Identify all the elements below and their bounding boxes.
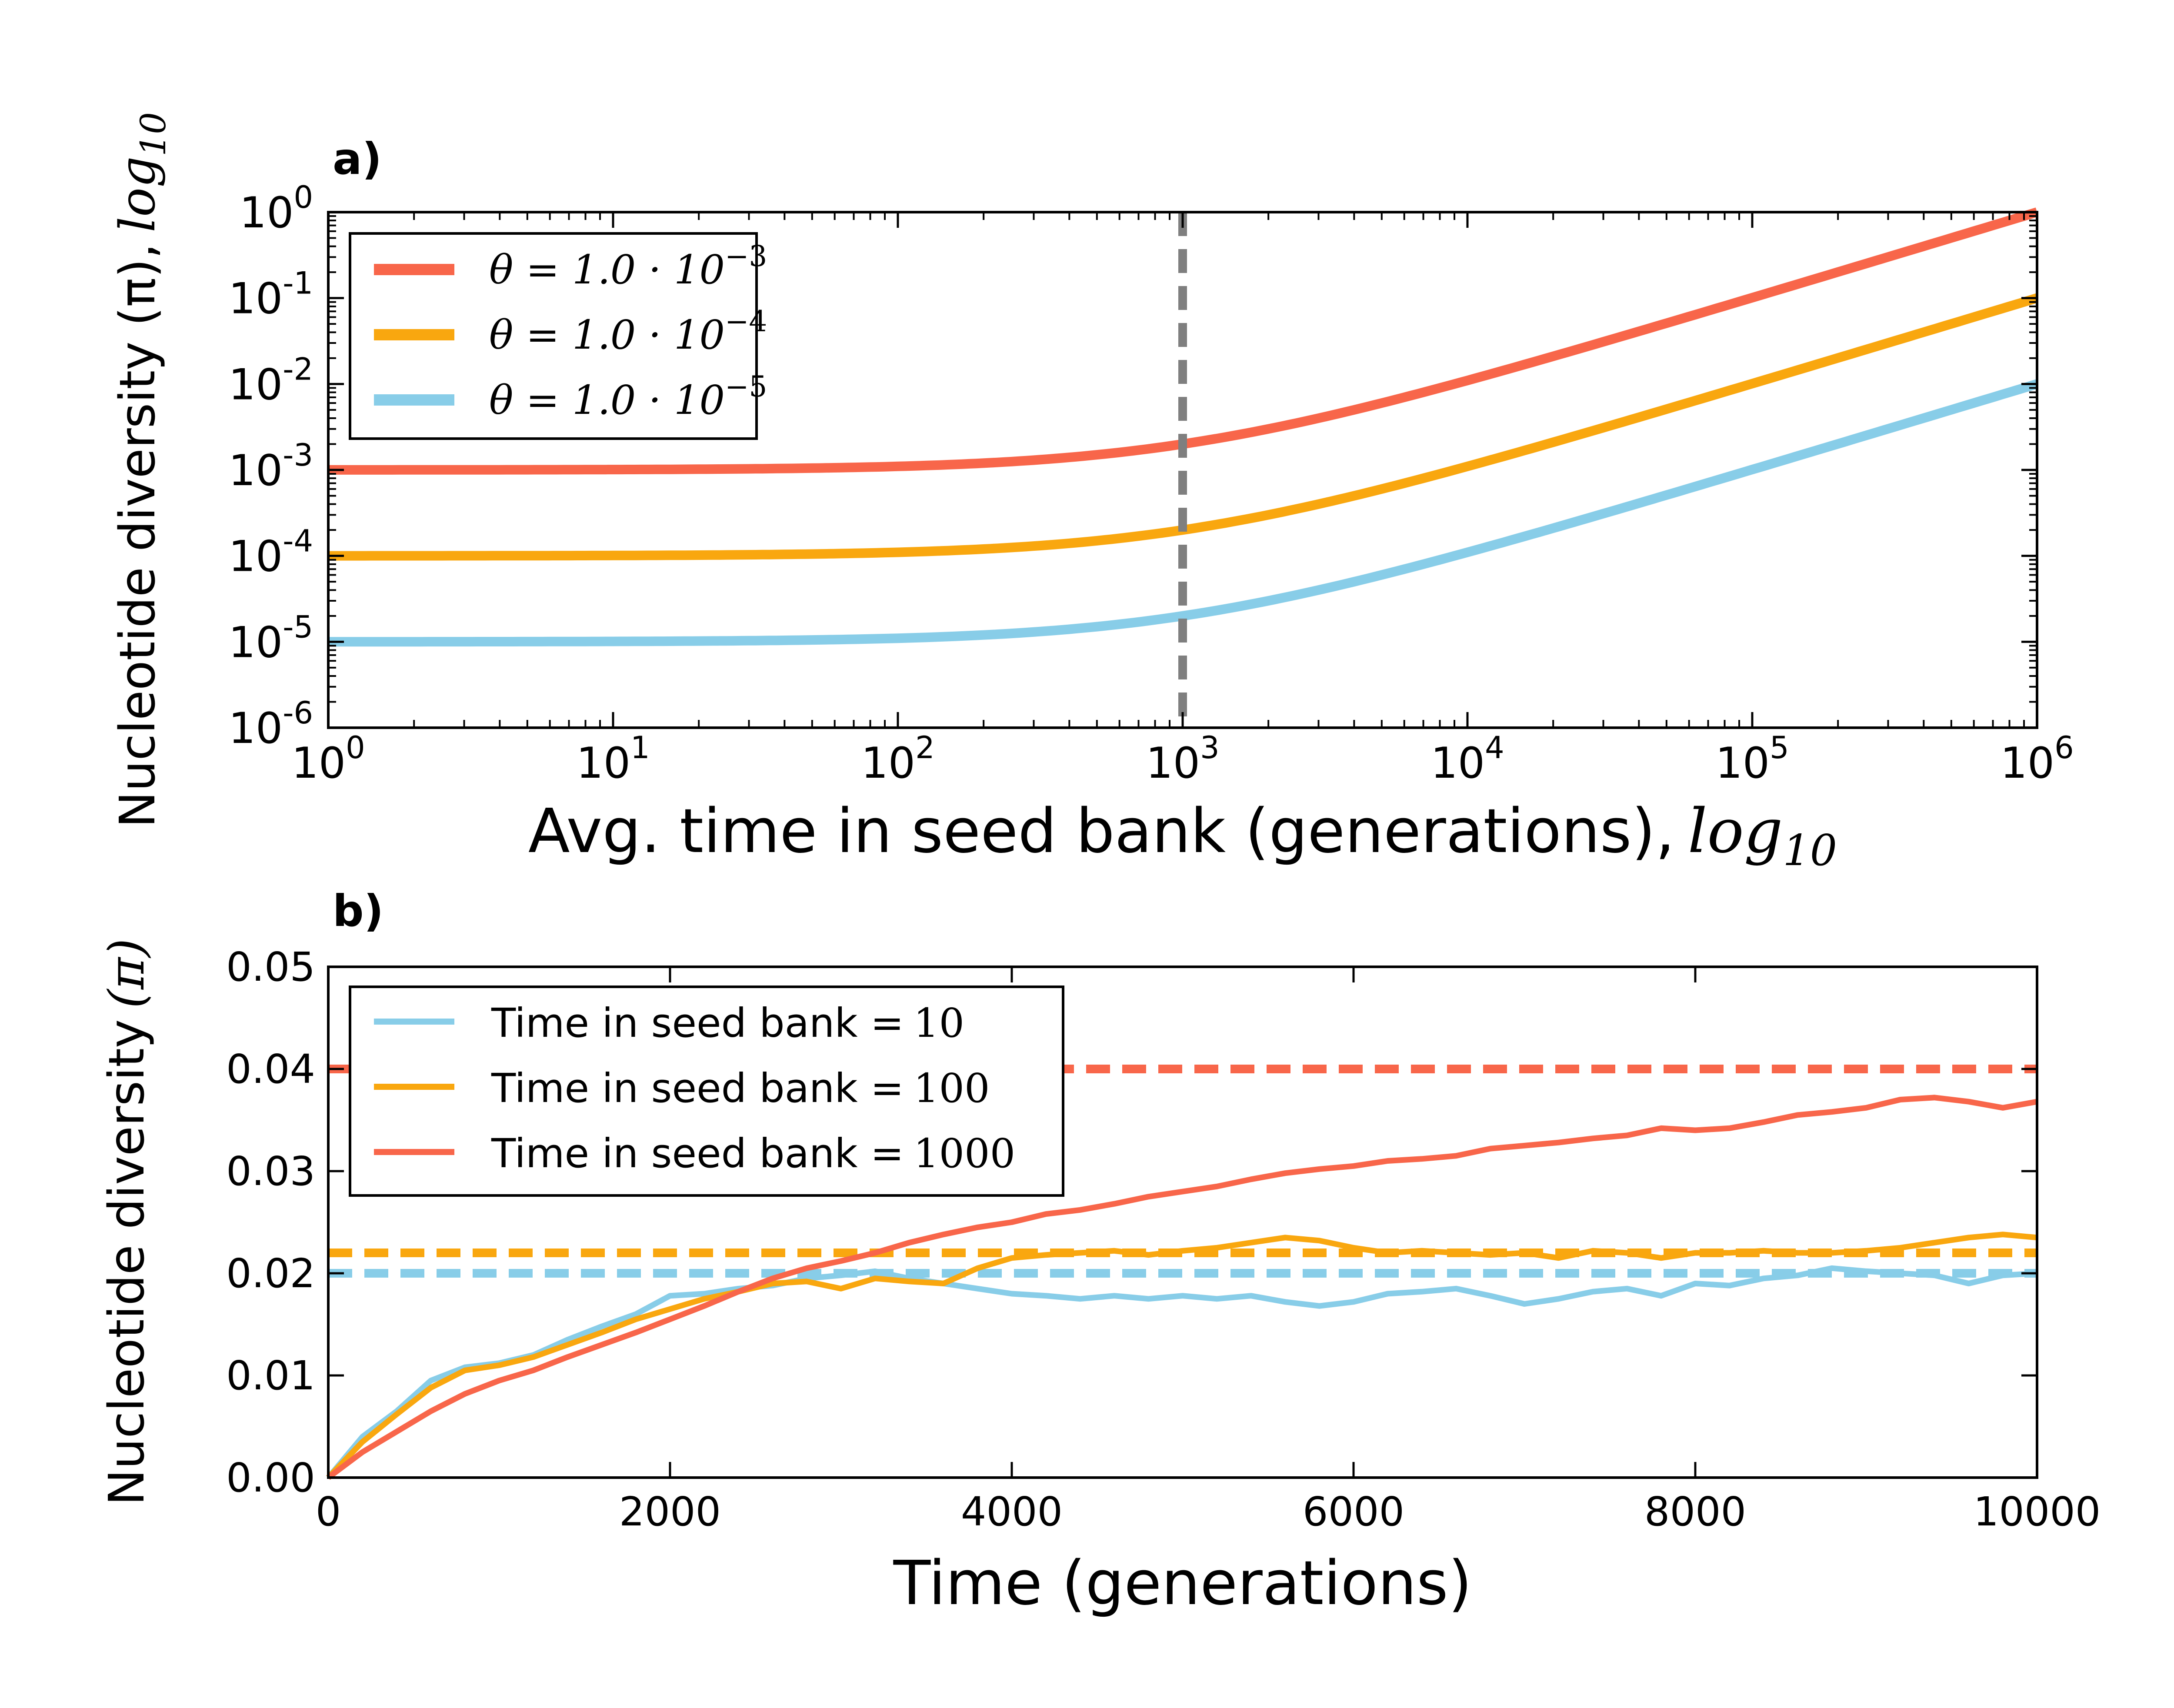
panel-b-series-line-1: [326, 1265, 2037, 1480]
panel-b-y-axis-title: Nucleotide diversity(π): [99, 939, 155, 1506]
legend-label-seedbank-100: Time in seed bank = 100: [491, 1065, 990, 1112]
panel-b-y-tick-label: 0.01: [226, 1352, 315, 1399]
panel-a-x-tick-label: 102: [861, 730, 934, 788]
panel-a-x-tick-label: 105: [1715, 730, 1789, 788]
panel-a-y-tick-label: 10-2: [229, 351, 313, 410]
panel-b-y-tick-label: 0.05: [226, 944, 315, 990]
panel-b-x-tick-label: 10000: [1974, 1488, 2101, 1535]
panel-a-x-tick-label: 103: [1146, 730, 1219, 788]
panel-a-legend: θ = 1.0 · 10−3 θ = 1.0 · 10−4 θ = 1.0 · …: [349, 232, 767, 440]
panel-b-x-axis-title: Time (generations): [893, 1548, 1472, 1619]
panel-b-plot-frame: [327, 966, 2038, 1479]
panel-a-y-axis-title: Nucleotide diversity (π),log10: [110, 112, 173, 828]
panel-b-legend-box: [349, 986, 1064, 1197]
panel-b-y-tick-label: 0.04: [226, 1046, 315, 1092]
panel-b-x-tick-label: 0: [316, 1488, 341, 1535]
panel-a-x-tick-label: 101: [576, 730, 650, 788]
panel-a-plot-frame: [327, 211, 2038, 729]
panel-a-y-tick-label: 10-3: [229, 437, 313, 496]
panel-a-series-line-3: [328, 379, 2039, 647]
panel-b-legend: Time in seed bank = 10 Time in seed bank …: [349, 986, 1064, 1197]
panel-b-y-tick-label: 0.00: [226, 1455, 315, 1501]
panel-a: a) 100 101 102 103 104 105 106 10-6 10-5 10-4 10-3…: [110, 112, 2074, 876]
panel-a-label: a): [333, 133, 382, 184]
panel-b-y-tick-label: 0.02: [226, 1250, 315, 1297]
panel-a-y-tick-label: 10-5: [229, 609, 313, 667]
panel-b-x-tick-label: 4000: [961, 1488, 1063, 1535]
panel-b-x-tick-label: 8000: [1644, 1488, 1746, 1535]
panel-b-y-tick-label: 0.03: [226, 1148, 315, 1195]
legend-label-seedbank-1000: Time in seed bank = 1000: [491, 1130, 1015, 1177]
legend-label-theta-5: θ = 1.0 · 10−5: [489, 370, 767, 423]
panel-a-series-layer: [328, 207, 2039, 728]
panel-b-series-line-3: [327, 1095, 2038, 1480]
panel-a-y-tick-label: 100: [240, 180, 313, 238]
panel-a-x-tick-label: 106: [2000, 730, 2074, 788]
panel-a-y-tick-label: 10-6: [229, 695, 313, 753]
panel-b-series-line-2: [326, 1232, 2037, 1480]
panel-b-x-tick-label: 6000: [1303, 1488, 1404, 1535]
panel-a-y-tick-label: 10-1: [229, 266, 313, 324]
panel-a-x-tick-label: 100: [291, 730, 365, 788]
legend-label-theta-4: θ = 1.0 · 10−4: [489, 305, 767, 358]
panel-b-label: b): [333, 886, 383, 936]
panel-b-ticks-layer: 0 2000 4000 6000 8000 10000 0.00 0.01 0.02 0.03 0.…: [226, 944, 2101, 1535]
panel-a-x-axis-title: Avg. time in seed bank (generations), log…: [528, 796, 1837, 876]
legend-label-seedbank-10: Time in seed bank = 10: [491, 1000, 964, 1046]
panel-a-x-tick-label: 104: [1430, 730, 1504, 788]
legend-label-theta-3: θ = 1.0 · 10−3: [489, 240, 767, 293]
panel-b: b) 0 2000 4000 6000 8000 10000 0.00 0.01 0.02 0.0…: [99, 886, 2101, 1619]
panel-a-y-tick-label: 10-4: [229, 523, 313, 582]
panel-b-x-tick-label: 2000: [619, 1488, 721, 1535]
panel-b-series-layer: [326, 1065, 2038, 1480]
